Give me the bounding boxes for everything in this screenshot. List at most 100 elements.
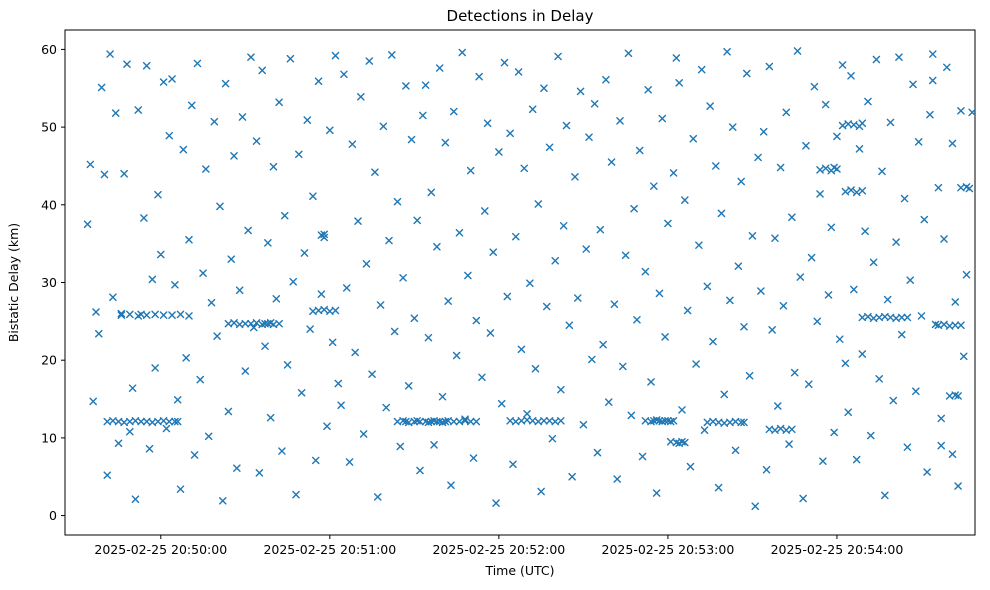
data-point-marker [306, 325, 314, 333]
data-point-marker [568, 472, 576, 481]
data-point-marker [664, 219, 672, 228]
data-point-marker [717, 209, 726, 218]
data-point-marker [562, 121, 571, 130]
data-point-marker [624, 49, 633, 58]
data-point-marker [419, 111, 427, 120]
data-point-marker [489, 248, 498, 256]
data-point-marker [500, 58, 509, 67]
data-point-marker [241, 319, 250, 328]
data-point-marker [117, 309, 126, 318]
data-point-marker [449, 107, 458, 116]
data-point-marker [765, 62, 774, 71]
data-point-marker [841, 187, 850, 196]
data-point-marker [542, 302, 551, 311]
data-point-marker [314, 77, 323, 86]
data-point-marker [593, 448, 602, 457]
data-point-marker [249, 323, 258, 332]
y-tick-label: 50 [41, 120, 57, 135]
data-point-marker [278, 447, 286, 455]
data-point-marker [954, 392, 962, 400]
data-point-marker [573, 294, 582, 302]
data-point-marker [289, 277, 298, 286]
data-point-marker [199, 269, 207, 277]
data-point-marker [557, 416, 565, 425]
data-point-marker [917, 312, 926, 320]
data-point-marker [506, 129, 514, 138]
data-point-marker [182, 354, 190, 362]
data-point-marker [748, 232, 757, 240]
data-point-marker [751, 502, 760, 511]
data-point-marker [675, 79, 683, 87]
data-point-marker [207, 298, 216, 307]
data-point-marker [371, 168, 379, 176]
data-point-marker [317, 290, 326, 298]
data-point-marker [230, 319, 238, 327]
data-point-marker [824, 291, 833, 299]
data-point-marker [883, 295, 892, 304]
data-point-marker [951, 321, 960, 330]
data-point-marker [503, 292, 512, 301]
data-point-marker [742, 69, 751, 78]
data-point-marker [540, 416, 548, 425]
data-point-marker [83, 220, 92, 229]
data-point-marker [137, 417, 145, 426]
data-point-marker [286, 54, 295, 63]
data-point-marker [407, 135, 416, 144]
data-point-marker [948, 450, 957, 458]
y-tick-label: 10 [41, 430, 57, 445]
data-point-marker [900, 194, 909, 203]
data-point-marker [348, 140, 357, 149]
data-point-marker [588, 355, 596, 364]
data-point-marker [517, 345, 526, 354]
data-point-marker [816, 190, 824, 198]
data-point-marker [759, 127, 768, 136]
y-tick-label: 60 [41, 42, 57, 57]
data-point-marker [630, 204, 638, 213]
data-point-marker [193, 59, 202, 68]
data-point-marker [154, 190, 162, 199]
data-point-marker [326, 126, 334, 135]
data-point-marker [534, 200, 543, 208]
data-point-marker [934, 183, 943, 192]
data-point-marker [328, 338, 337, 347]
data-point-marker [86, 160, 95, 169]
data-point-marker [472, 417, 481, 426]
data-point-marker [954, 482, 962, 490]
data-point-marker [441, 138, 450, 147]
data-point-marker [596, 225, 605, 234]
data-point-marker [858, 187, 867, 195]
data-point-marker [943, 63, 951, 72]
data-point-marker [728, 123, 737, 131]
data-point-marker [951, 298, 960, 306]
data-point-marker [300, 249, 309, 257]
data-point-marker [365, 57, 374, 65]
data-point-marker [903, 443, 912, 452]
data-point-marker [926, 110, 934, 119]
data-point-marker [466, 417, 475, 426]
data-point-marker [771, 426, 779, 434]
data-point-marker [233, 464, 241, 472]
data-point-marker [782, 108, 791, 117]
data-point-marker [872, 55, 881, 64]
data-point-marker [430, 441, 438, 449]
data-point-marker [923, 468, 931, 476]
data-point-marker [466, 166, 475, 175]
data-point-marker [858, 350, 867, 358]
data-point-marker [275, 319, 283, 328]
data-point-marker [303, 116, 312, 124]
data-point-marker [847, 186, 855, 194]
data-point-marker [388, 51, 396, 59]
data-point-marker [771, 234, 779, 243]
data-point-marker [785, 440, 793, 448]
data-point-marker [173, 417, 182, 426]
data-point-marker [320, 305, 328, 314]
data-point-marker [404, 382, 413, 390]
data-point-marker [866, 431, 875, 440]
data-point-marker [111, 109, 120, 117]
data-point-marker [109, 293, 117, 302]
data-point-marker [897, 313, 906, 322]
data-point-marker [455, 228, 464, 237]
data-point-marker [740, 418, 748, 427]
data-point-marker [526, 279, 534, 288]
data-point-marker [655, 289, 664, 298]
